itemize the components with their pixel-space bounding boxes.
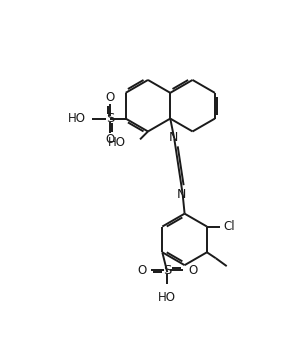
Text: S: S (106, 112, 114, 125)
Text: HO: HO (158, 291, 176, 304)
Text: O: O (105, 133, 114, 146)
Text: S: S (163, 263, 171, 277)
Text: HO: HO (68, 112, 86, 125)
Text: Cl: Cl (224, 220, 235, 233)
Text: HO: HO (108, 136, 126, 149)
Text: O: O (105, 91, 114, 104)
Text: N: N (177, 188, 186, 201)
Text: O: O (188, 263, 197, 277)
Text: N: N (168, 131, 178, 144)
Text: O: O (137, 263, 147, 277)
